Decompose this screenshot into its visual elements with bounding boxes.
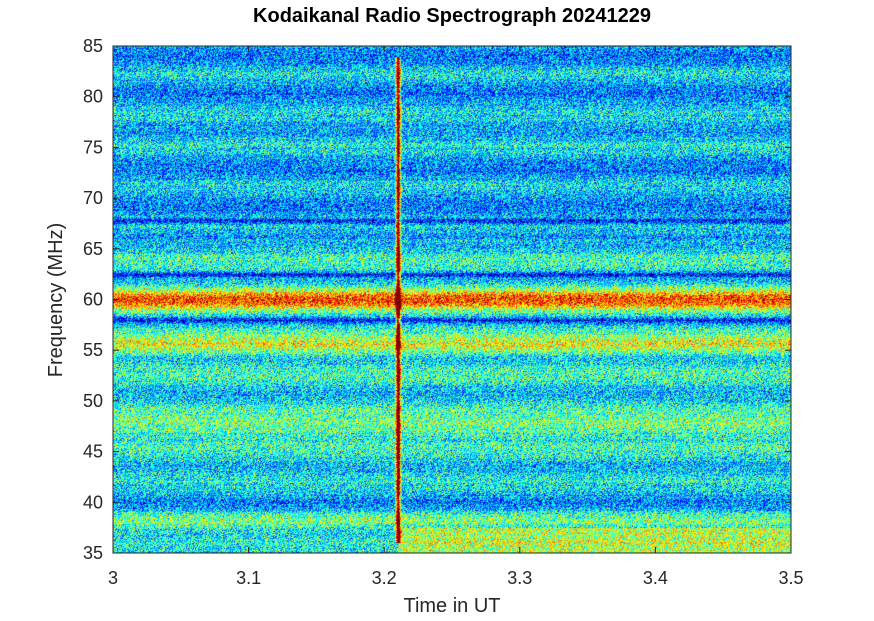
x-tick-label: 3.1 bbox=[236, 568, 261, 588]
y-tick-label: 70 bbox=[83, 188, 103, 208]
x-tick-label: 3.3 bbox=[507, 568, 532, 588]
x-tick-label: 3.5 bbox=[778, 568, 803, 588]
y-tick-label: 50 bbox=[83, 391, 103, 411]
x-axis: 3 3.1 3.2 3.3 3.4 3.5 bbox=[108, 46, 804, 588]
x-tick-label: 3.4 bbox=[643, 568, 668, 588]
y-tick-label: 40 bbox=[83, 492, 103, 512]
x-axis-label: Time in UT bbox=[403, 595, 500, 617]
y-tick-label: 65 bbox=[83, 239, 103, 259]
plot-frame bbox=[112, 45, 792, 554]
y-axis-label: Frequency (MHz) bbox=[45, 223, 67, 377]
y-tick-label: 75 bbox=[83, 137, 103, 157]
y-tick-label: 85 bbox=[83, 36, 103, 56]
y-tick-label: 60 bbox=[83, 290, 103, 310]
y-tick-label: 45 bbox=[83, 442, 103, 462]
y-axis: 35 40 45 50 55 60 65 70 75 80 85 bbox=[83, 36, 791, 563]
x-tick-label: 3.2 bbox=[372, 568, 397, 588]
y-tick-label: 55 bbox=[83, 340, 103, 360]
x-tick-label: 3 bbox=[108, 568, 118, 588]
spectrogram-heatmap bbox=[113, 46, 791, 553]
y-tick-label: 80 bbox=[83, 87, 103, 107]
chart-title: Kodaikanal Radio Spectrograph 20241229 bbox=[253, 5, 651, 27]
y-tick-label: 35 bbox=[83, 543, 103, 563]
